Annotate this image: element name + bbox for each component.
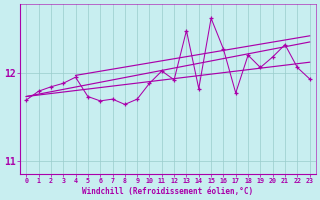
X-axis label: Windchill (Refroidissement éolien,°C): Windchill (Refroidissement éolien,°C)	[82, 187, 253, 196]
